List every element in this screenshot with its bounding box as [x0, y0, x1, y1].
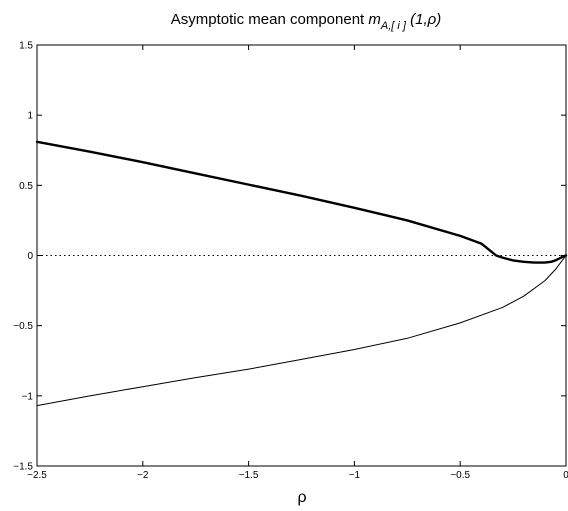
x-tick-label: 0 — [563, 470, 568, 481]
y-tick-label: −1.5 — [13, 462, 33, 473]
x-tick-label: −1.5 — [239, 470, 259, 481]
ticks: −2.5 −2 −1.5 −1 −0.5 0 −1.5 −1 −0.5 0 0.5 1 1.5 — [13, 41, 568, 482]
x-tick-label: −1 — [349, 470, 361, 481]
y-tick-label: 1 — [27, 111, 33, 122]
series-line-1 — [35, 140, 568, 264]
x-tick-label: −2.5 — [27, 470, 47, 481]
y-tick-label: 0.5 — [19, 181, 33, 192]
axes — [36, 44, 567, 467]
title-subscript: A,[ i ] — [380, 20, 407, 32]
y-tick-label: 0 — [27, 251, 33, 262]
y-tick-label: −1 — [22, 391, 34, 402]
chart-title: Asymptotic mean component mA,[ i ] (1,ρ) — [171, 11, 441, 32]
title-main: Asymptotic mean component — [171, 11, 369, 28]
series-line-2 — [36, 255, 567, 407]
x-tick-label: −0.5 — [450, 470, 470, 481]
title-args: (1,ρ) — [406, 11, 441, 28]
plot-frame — [36, 44, 567, 467]
y-tick-label: 1.5 — [19, 41, 33, 52]
y-tick-label: −0.5 — [13, 321, 33, 332]
x-tick-label: −2 — [137, 470, 149, 481]
series-group — [35, 140, 568, 407]
x-axis-label: ρ — [297, 489, 306, 506]
title-symbol: m — [368, 11, 381, 28]
